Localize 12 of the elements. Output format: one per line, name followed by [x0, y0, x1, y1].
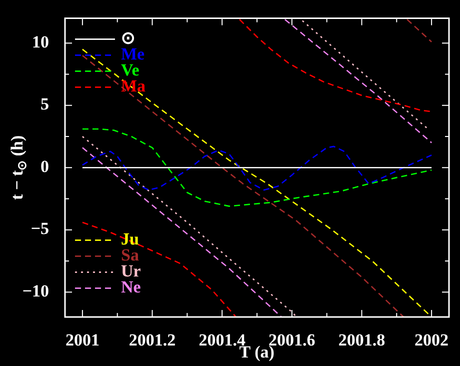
y-tick-label: 10 [32, 32, 49, 52]
x-tick-label: 2001.2 [128, 330, 176, 350]
y-axis-title: t − t⊙ (h) [7, 135, 30, 200]
line-series [82, 146, 432, 191]
line-series [82, 128, 432, 207]
x-tick-label: 2001 [65, 330, 100, 350]
y-tick-label: −10 [22, 281, 49, 300]
y-tick-label: 0 [40, 156, 49, 176]
y-tick-label: 5 [40, 94, 49, 114]
y-tick-label: −5 [30, 219, 49, 238]
x-tick-label: 2002 [414, 330, 449, 350]
x-tick-label: 2001.8 [338, 330, 386, 350]
